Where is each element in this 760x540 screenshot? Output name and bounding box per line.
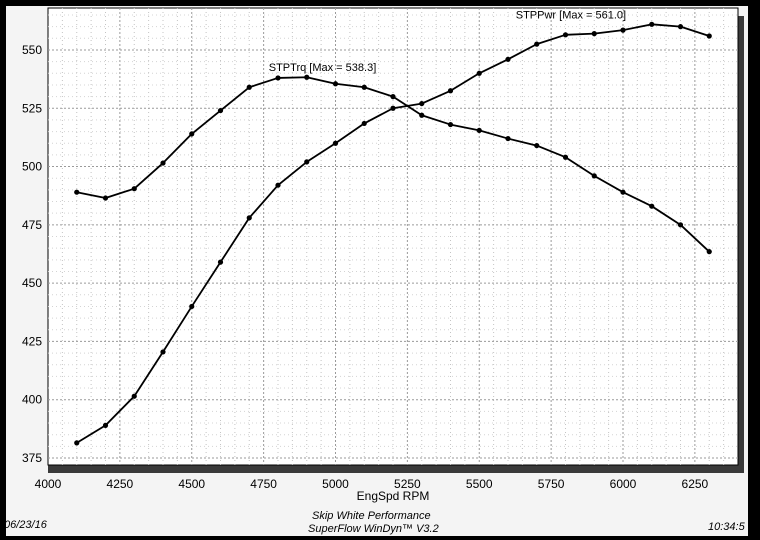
data-point-stppwr	[102, 422, 109, 428]
data-point-stptrq	[419, 112, 425, 118]
x-tick-label: 4000	[35, 477, 62, 491]
data-point-stppwr	[419, 100, 425, 107]
y-tick-label: 550	[22, 43, 42, 57]
data-point-stptrq	[706, 249, 712, 255]
x-tick-label: 6250	[682, 477, 709, 491]
data-point-stppwr	[534, 41, 540, 47]
data-point-stppwr	[275, 182, 281, 188]
x-tick-label: 5750	[538, 477, 565, 491]
footer-company: Skip White Performance	[312, 510, 431, 522]
x-tick-label: 5000	[322, 477, 349, 491]
data-point-stppwr	[505, 56, 511, 62]
data-point-stptrq	[102, 195, 109, 201]
x-axis-label: EngSpd RPM	[357, 489, 430, 503]
data-point-stppwr	[677, 24, 684, 30]
data-point-stppwr	[620, 27, 626, 33]
data-point-stppwr	[246, 215, 252, 221]
data-point-stppwr	[591, 31, 597, 37]
data-point-stppwr	[390, 105, 396, 111]
data-point-stppwr	[562, 32, 569, 38]
data-point-stptrq	[275, 75, 281, 81]
plot-shadow-right	[738, 16, 744, 473]
data-point-stptrq	[217, 107, 224, 114]
data-points	[74, 21, 712, 446]
data-point-stppwr	[189, 303, 195, 310]
data-point-stptrq	[361, 84, 367, 90]
data-point-stppwr	[447, 88, 454, 94]
data-point-stptrq	[534, 142, 540, 149]
data-point-stptrq	[649, 203, 655, 209]
series-annotation-stptrq: STPTrq [Max = 538.3]	[269, 62, 377, 74]
grid-lines	[48, 8, 738, 465]
x-tick-label: 5500	[466, 477, 493, 491]
series-annotation-stppwr: STPPwr [Max = 561.0]	[516, 9, 626, 21]
data-point-stppwr	[160, 349, 166, 355]
x-tick-label: 4750	[250, 477, 277, 491]
data-point-stppwr	[131, 393, 137, 399]
data-point-stptrq	[131, 186, 137, 192]
y-tick-label: 425	[22, 334, 42, 348]
data-point-stptrq	[189, 131, 195, 137]
data-point-stppwr	[217, 259, 224, 265]
footer-time: 10:34:5	[708, 521, 745, 533]
y-tick-label: 375	[22, 451, 42, 465]
y-tick-label: 450	[22, 276, 42, 290]
data-point-stptrq	[677, 222, 684, 228]
data-point-stptrq	[304, 74, 310, 80]
data-point-stptrq	[246, 84, 252, 90]
data-point-stptrq	[562, 154, 569, 160]
data-point-stptrq	[620, 189, 626, 195]
data-point-stppwr	[476, 70, 482, 76]
x-tick-label: 5250	[394, 477, 421, 491]
data-point-stptrq	[505, 135, 511, 142]
y-tick-label: 400	[22, 393, 42, 407]
tick-labels: 4000 4250 4500 4750 5000 5250 5500 5750 6000 6250…	[22, 43, 709, 491]
data-point-stptrq	[74, 189, 80, 195]
footer-date: 06/23/16	[4, 519, 47, 531]
x-tick-label: 6000	[610, 477, 637, 491]
footer-software: SuperFlow WinDyn™ V3.2	[308, 523, 439, 535]
data-point-stppwr	[332, 140, 339, 146]
x-tick-label: 4250	[107, 477, 134, 491]
data-point-stptrq	[332, 81, 339, 87]
data-point-stptrq	[476, 127, 482, 134]
y-tick-label: 500	[22, 160, 42, 174]
data-point-stptrq	[447, 121, 454, 128]
data-point-stptrq	[390, 94, 396, 100]
data-point-stptrq	[591, 173, 597, 179]
data-point-stppwr	[74, 440, 80, 446]
data-point-stppwr	[361, 120, 367, 127]
x-tick-label: 4500	[178, 477, 205, 491]
data-point-stppwr	[649, 21, 655, 27]
data-point-stptrq	[160, 160, 166, 166]
y-tick-label: 475	[22, 218, 42, 232]
data-point-stppwr	[706, 33, 712, 39]
y-tick-label: 525	[22, 101, 42, 115]
plot-shadow	[48, 465, 744, 473]
data-point-stppwr	[304, 159, 310, 165]
